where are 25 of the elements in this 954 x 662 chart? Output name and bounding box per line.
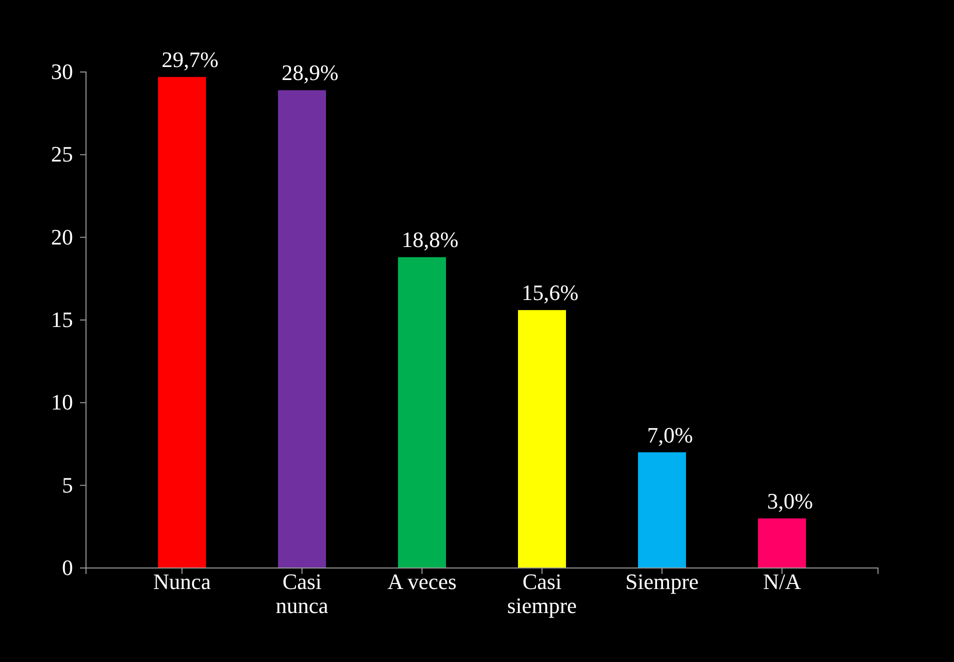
x-tick-label: Nunca [153, 569, 211, 594]
y-tick-label: 0 [62, 555, 73, 580]
bar [758, 518, 806, 568]
x-tick-label: Siempre [625, 569, 699, 594]
y-tick-label: 30 [51, 59, 73, 84]
y-tick-label: 10 [51, 390, 73, 415]
y-tick-label: 25 [51, 142, 73, 167]
bar [278, 90, 326, 568]
x-tick-label: Casi nunca [276, 569, 328, 618]
bar [638, 452, 686, 568]
x-tick-label: N/A [763, 569, 802, 594]
data-label: 15,6% [522, 280, 578, 306]
x-tick-label: Casi siempre [507, 569, 577, 618]
bar [398, 257, 446, 568]
x-tick-label: A veces [387, 569, 457, 594]
y-tick-label: 5 [62, 472, 73, 498]
data-label: 28,9% [282, 60, 338, 86]
data-label: 3,0% [767, 488, 813, 514]
bar [518, 310, 566, 568]
data-label: 7,0% [647, 422, 693, 448]
y-tick-label: 15 [51, 307, 73, 332]
bar [158, 76, 206, 568]
data-label: 18,8% [402, 227, 458, 252]
data-label: 29,7% [162, 46, 218, 72]
y-tick-label: 20 [51, 224, 73, 250]
